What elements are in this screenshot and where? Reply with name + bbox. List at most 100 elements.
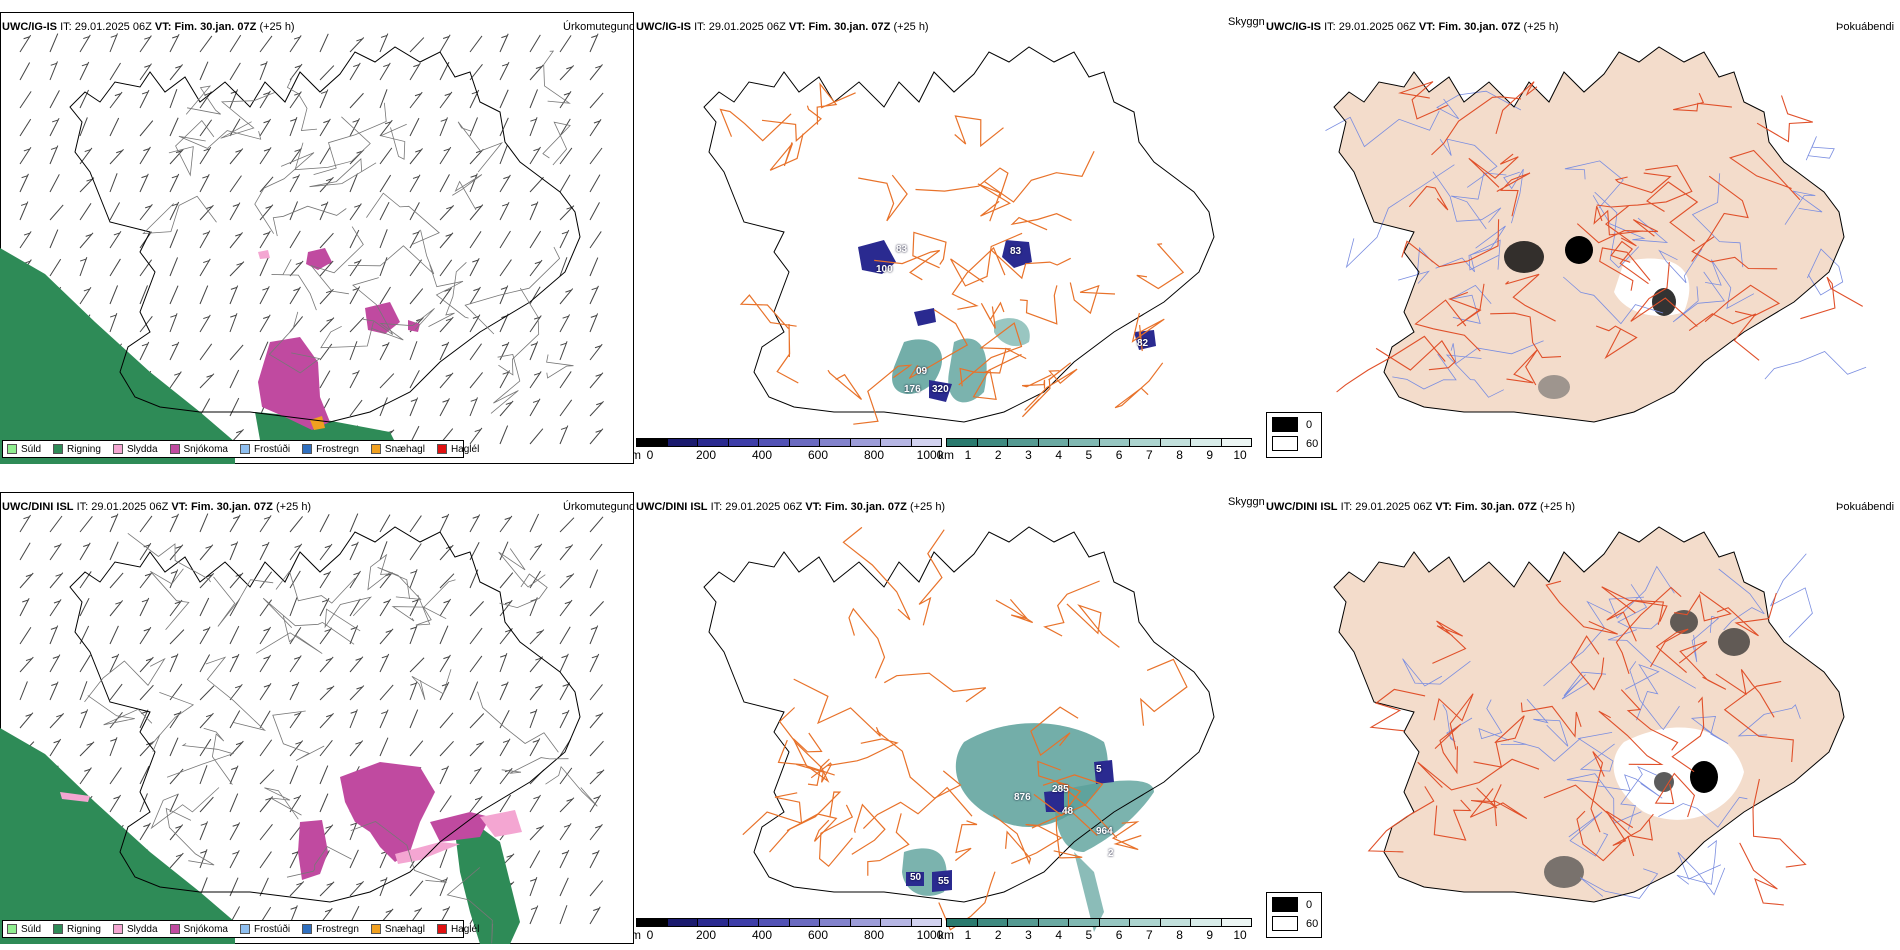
road: [995, 599, 1034, 624]
fog-legend-label: 60: [1306, 437, 1319, 450]
wind-barb: [49, 229, 59, 249]
wind-barb-flag: [110, 738, 117, 742]
wind-barb: [259, 204, 274, 221]
wind-barb-flag: [326, 318, 333, 322]
wind-barb: [19, 146, 32, 165]
wind-barb: [589, 202, 600, 221]
wind-barb: [469, 204, 484, 221]
wind-barb-flag: [235, 149, 242, 153]
wind-barb-flag: [502, 739, 510, 743]
wind-barb: [289, 655, 302, 673]
wind-barb: [79, 654, 91, 673]
wind-barb: [169, 653, 179, 673]
wind-barb: [409, 370, 420, 389]
wind-barb: [49, 713, 65, 729]
wind-barb: [469, 148, 484, 165]
road: [464, 246, 561, 335]
wind-barb: [49, 33, 59, 53]
wind-barb: [139, 542, 152, 561]
wind-barb-flag: [414, 908, 421, 912]
wind-barb: [529, 398, 541, 417]
wind-barb-flag: [410, 682, 417, 686]
wind-barb: [499, 370, 511, 389]
wind-barb-flag: [235, 233, 242, 237]
wind-barb-flag: [170, 570, 178, 574]
wind-barb-flag: [113, 796, 120, 800]
road: [1136, 243, 1185, 290]
wind-barb-flag: [350, 822, 357, 826]
wind-barb-flag: [442, 399, 449, 403]
wind-barb-flag: [294, 544, 301, 548]
wind-barb: [319, 89, 329, 109]
wind-barb: [589, 625, 599, 645]
wind-barb: [379, 62, 391, 81]
road: [366, 192, 440, 245]
wind-barb: [19, 231, 32, 249]
road: [1445, 354, 1504, 398]
wind-barb: [289, 681, 300, 701]
road: [1030, 706, 1079, 757]
wind-barb: [319, 288, 334, 305]
wind-barb-flag: [291, 851, 299, 855]
wind-barb-flag: [141, 343, 149, 347]
wind-barb: [109, 91, 123, 109]
wind-barb: [379, 147, 393, 165]
wind-barb: [19, 62, 31, 81]
wind-barb-flag: [83, 288, 91, 292]
wind-barb: [139, 709, 149, 729]
wind-barb: [229, 118, 241, 137]
wind-barb-flag: [200, 822, 207, 826]
wind-barb: [139, 626, 152, 645]
wind-barb: [109, 653, 120, 673]
wind-barb: [199, 821, 208, 841]
wind-barb: [79, 681, 88, 701]
wind-barb: [349, 229, 360, 249]
it-label: IT:: [60, 21, 72, 33]
wind-barb-flag: [595, 713, 602, 717]
wind-barb-flag: [141, 91, 149, 95]
road: [499, 573, 548, 609]
wind-barb: [559, 905, 568, 925]
wind-barb-flag: [535, 657, 542, 661]
wind-barb: [259, 230, 271, 249]
fog-legend-row2: 0 60: [1266, 892, 1322, 938]
wind-barb: [559, 65, 575, 81]
colorbar-tick: 10: [1233, 928, 1247, 942]
precip-frame: [0, 492, 634, 944]
fog-legend-item: 0: [1272, 897, 1321, 912]
lead-time: (+25 h): [893, 21, 929, 33]
wind-barb-flag: [263, 516, 271, 520]
colorbar-cells: [946, 438, 1252, 447]
wind-barb: [169, 629, 185, 645]
legend-swatch: [239, 444, 250, 454]
precip-title: Úrkomutegund: [563, 501, 634, 513]
wind-barb-flag: [235, 742, 243, 746]
wind-barb: [169, 117, 179, 137]
wind-barb: [259, 176, 274, 193]
wind-barb-flag: [55, 573, 62, 577]
fog-legend-item: 0: [1272, 417, 1321, 432]
wind-barb-flag: [324, 545, 331, 549]
road: [1654, 772, 1696, 818]
wind-barb-flag: [564, 601, 571, 605]
road: [1024, 368, 1078, 411]
road: [1505, 273, 1556, 322]
fog-legend-label: 60: [1306, 917, 1319, 930]
wind-barb: [529, 825, 545, 841]
wind-barb-flag: [474, 429, 481, 433]
wind-barb-flag: [441, 767, 448, 771]
vt-label: VT:: [1418, 21, 1436, 33]
wind-barb-flag: [175, 65, 182, 69]
wind-barb-flag: [21, 175, 28, 179]
wind-barb: [409, 259, 422, 277]
wind-barb: [169, 33, 180, 53]
road: [391, 579, 456, 622]
it-label: IT:: [694, 21, 706, 33]
road: [1784, 190, 1823, 225]
road: [352, 277, 394, 335]
wind-barb: [229, 514, 241, 533]
wind-barb: [559, 877, 569, 897]
road: [1601, 586, 1665, 625]
wind-barb-flag: [51, 683, 58, 687]
colorbar-tick: 4: [1055, 448, 1062, 462]
